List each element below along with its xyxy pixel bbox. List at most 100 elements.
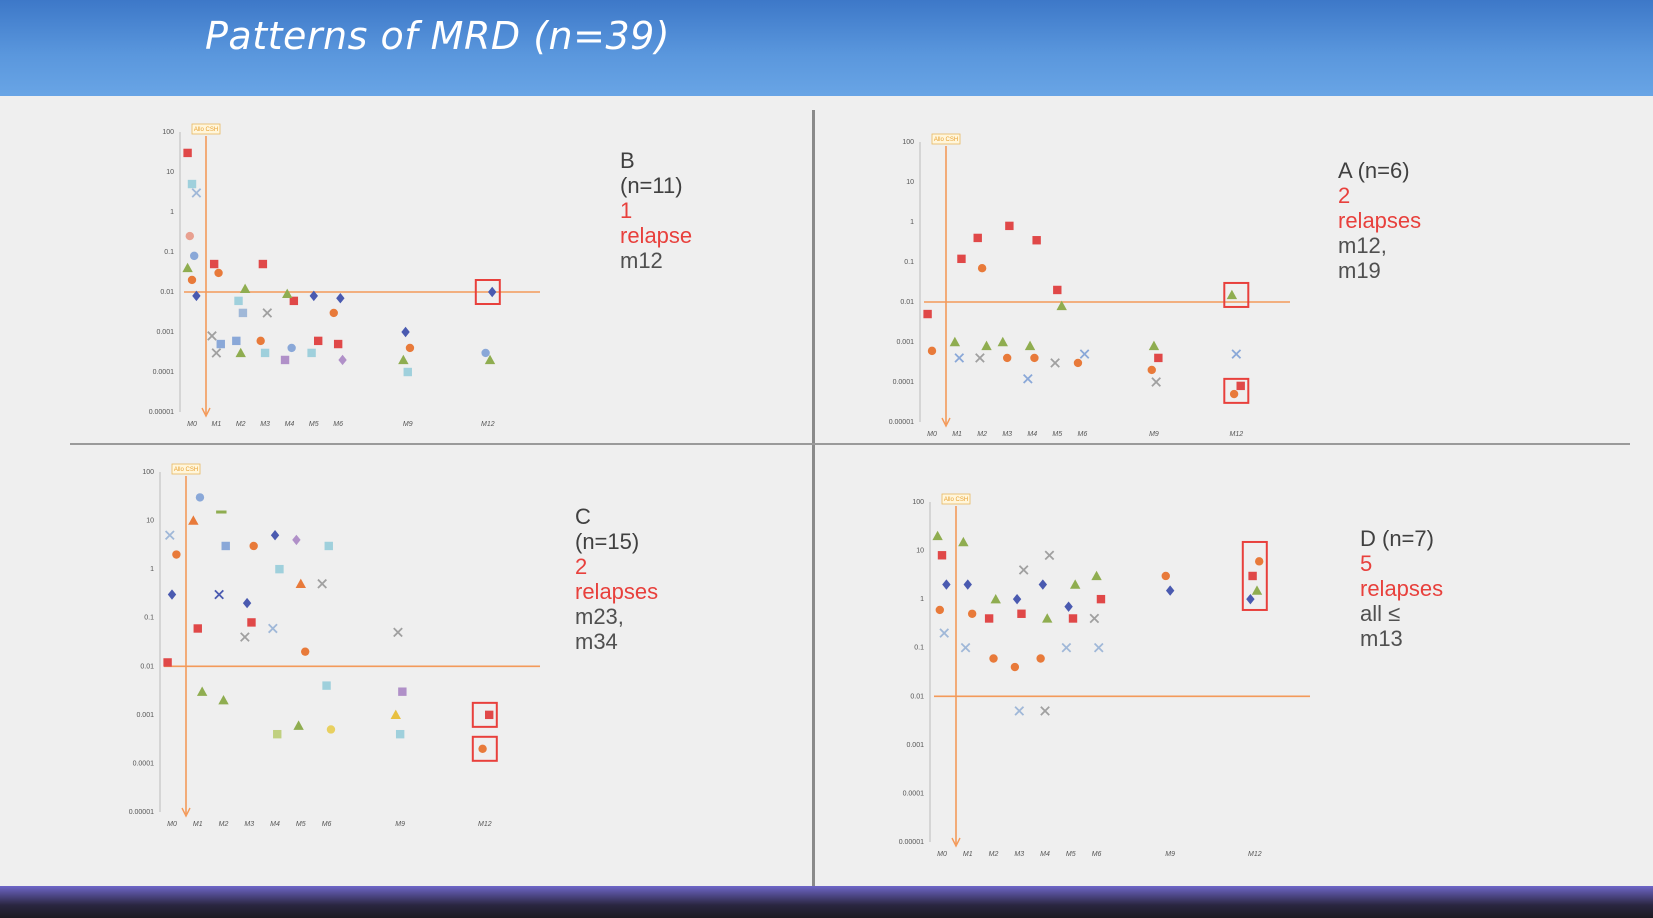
relapse-box [1223,377,1250,404]
annotation-c-relapses: 2 relapses [575,554,659,604]
data-point [207,331,217,341]
data-point [338,354,347,366]
y-tick-label: 0.0001 [133,760,155,767]
data-point [1251,585,1263,595]
data-point [214,268,223,278]
x-tick-label: M12 [478,821,492,828]
data-point [172,550,181,559]
data-point [167,589,177,600]
x-tick-label: M2 [236,421,246,428]
relapse-box [1223,281,1250,308]
x-tick-label: M4 [270,821,280,828]
y-tick-label: 10 [916,548,924,555]
data-point [187,275,197,285]
annotation-d-title: D (n=7) [1360,526,1434,551]
x-tick-label: M5 [1052,431,1062,438]
data-point [324,541,333,551]
data-point [287,343,296,353]
data-point [1096,594,1106,604]
data-point [262,308,273,318]
data-point [221,541,230,551]
data-point [1073,358,1083,368]
data-point [1038,579,1048,590]
annotation-a-title: A (n=6) [1338,158,1410,183]
data-point [990,593,1001,604]
data-point [1061,642,1072,653]
allo-csh-tag [931,133,961,145]
data-point [1030,353,1039,363]
y-tick-label: 10 [906,179,914,186]
annotation-a-relapses: 2 relapses [1338,183,1422,233]
allo-csh-tag [941,493,971,505]
data-point [192,290,201,302]
y-tick-label: 0.1 [164,249,174,256]
data-point [481,348,490,358]
data-point [1032,236,1041,245]
data-point [1068,614,1078,623]
y-tick-label: 0.00001 [129,809,154,816]
chart-a: 100 10 1 0.1 0.01 0.001 0.0001 0.00001 M0 M1 M2 M3 M… [889,133,1290,438]
data-point [395,729,405,739]
data-point [211,348,222,358]
data-point [329,308,338,318]
y-tick-label: 0.001 [906,742,924,749]
data-point [1064,601,1073,612]
data-point [967,609,977,618]
vertical-divider [812,110,815,910]
y-tick-label: 100 [912,499,924,506]
data-point [1246,593,1255,605]
slide-title: Patterns of MRD (n=39) [205,14,671,58]
allo-csh-arrow [941,417,951,428]
data-point [960,642,971,653]
data-point [317,578,327,589]
data-point [183,148,192,158]
x-tick-label: M1 [211,421,221,428]
data-point [190,251,199,261]
data-point [1044,550,1055,561]
data-point [949,336,961,347]
data-point [997,336,1008,347]
data-point [164,530,175,541]
data-point [216,339,225,349]
x-tick-label: M1 [963,851,973,858]
data-point [478,744,487,754]
data-point [939,628,950,638]
data-point [309,290,318,302]
y-tick-label: 1 [910,219,914,226]
chart-b: 100 10 1 0.1 0.01 0.001 0.0001 0.00001 M0 M1 M2 M3 M… [149,123,540,428]
x-tick-label: M5 [1066,851,1076,858]
data-point [314,336,323,346]
data-point [195,493,205,502]
data-point [1005,221,1014,231]
data-point [282,288,293,299]
data-point [393,627,403,638]
data-point [932,530,943,541]
data-point [1154,353,1163,363]
y-tick-label: 0.01 [900,299,914,306]
data-point [485,710,494,720]
data-point [249,541,258,551]
data-point [239,283,251,294]
x-tick-label: M3 [260,421,270,428]
data-point [1040,706,1050,716]
annotation-b: B (n=11) 1 relapse m12 [620,148,692,273]
data-point [232,336,241,346]
annotation-c-timing: m23, m34 [575,604,624,654]
data-point [1093,642,1104,653]
allo-csh-arrow [181,807,191,818]
data-point [1014,706,1025,716]
x-tick-label: M3 [1002,431,1012,438]
y-tick-label: 10 [146,518,154,525]
allo-csh-tag [171,463,201,475]
allo-csh-label: Allo CSH [174,467,198,473]
data-point [1151,377,1161,387]
data-point [1070,579,1081,589]
y-tick-label: 0.00001 [149,409,174,416]
data-point [937,551,947,560]
data-point [1024,340,1036,351]
data-point [1165,585,1175,596]
data-point [398,354,409,365]
data-point [984,614,994,623]
y-tick-label: 0.1 [914,645,924,652]
